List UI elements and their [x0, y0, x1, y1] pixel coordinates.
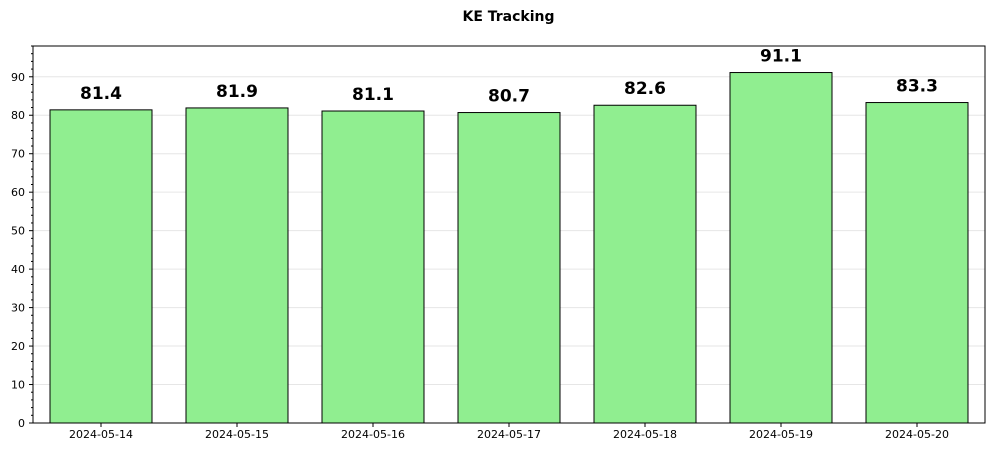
y-tick-label: 80 [11, 109, 25, 122]
bar-2024-05-17 [457, 112, 561, 424]
x-tick-label: 2024-05-20 [885, 428, 949, 441]
bar-2024-05-15 [185, 107, 289, 424]
value-label: 81.1 [352, 85, 394, 105]
value-label: 81.9 [216, 82, 258, 102]
y-tick-label: 0 [18, 417, 25, 430]
x-tick-label: 2024-05-16 [341, 428, 405, 441]
y-tick-label: 60 [11, 186, 25, 199]
bars [49, 72, 969, 424]
y-tick-label: 40 [11, 263, 25, 276]
y-tick-label: 30 [11, 302, 25, 315]
bar-2024-05-20 [865, 102, 969, 424]
y-tick-label: 90 [11, 71, 25, 84]
y-tick-label: 20 [11, 340, 25, 353]
x-tick-label: 2024-05-15 [205, 428, 269, 441]
value-label: 82.6 [624, 79, 666, 99]
y-tick-label: 50 [11, 225, 25, 238]
x-tick-label: 2024-05-14 [69, 428, 133, 441]
axes [29, 45, 986, 427]
bar-2024-05-19 [729, 72, 833, 424]
y-tick-label: 70 [11, 148, 25, 161]
value-label: 81.4 [80, 84, 122, 104]
value-label: 83.3 [896, 77, 938, 97]
x-tick-label: 2024-05-17 [477, 428, 541, 441]
x-tick-label: 2024-05-19 [749, 428, 813, 441]
bar-2024-05-14 [49, 109, 153, 424]
labels: 81.4 81.9 81.1 80.7 82.6 91.1 83.3 0 10 20 30 40 50 6… [11, 47, 949, 441]
y-tick-label: 10 [11, 379, 25, 392]
x-tick-label: 2024-05-18 [613, 428, 677, 441]
bar-2024-05-18 [593, 104, 697, 424]
value-label: 80.7 [488, 87, 530, 107]
value-label: 91.1 [760, 47, 802, 67]
bar-2024-05-16 [321, 110, 425, 424]
chart-title: KE Tracking [462, 9, 555, 25]
